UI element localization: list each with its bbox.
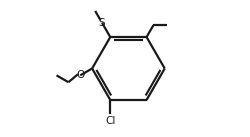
Text: O: O	[76, 70, 84, 80]
Text: Cl: Cl	[105, 116, 116, 126]
Text: S: S	[99, 18, 105, 28]
